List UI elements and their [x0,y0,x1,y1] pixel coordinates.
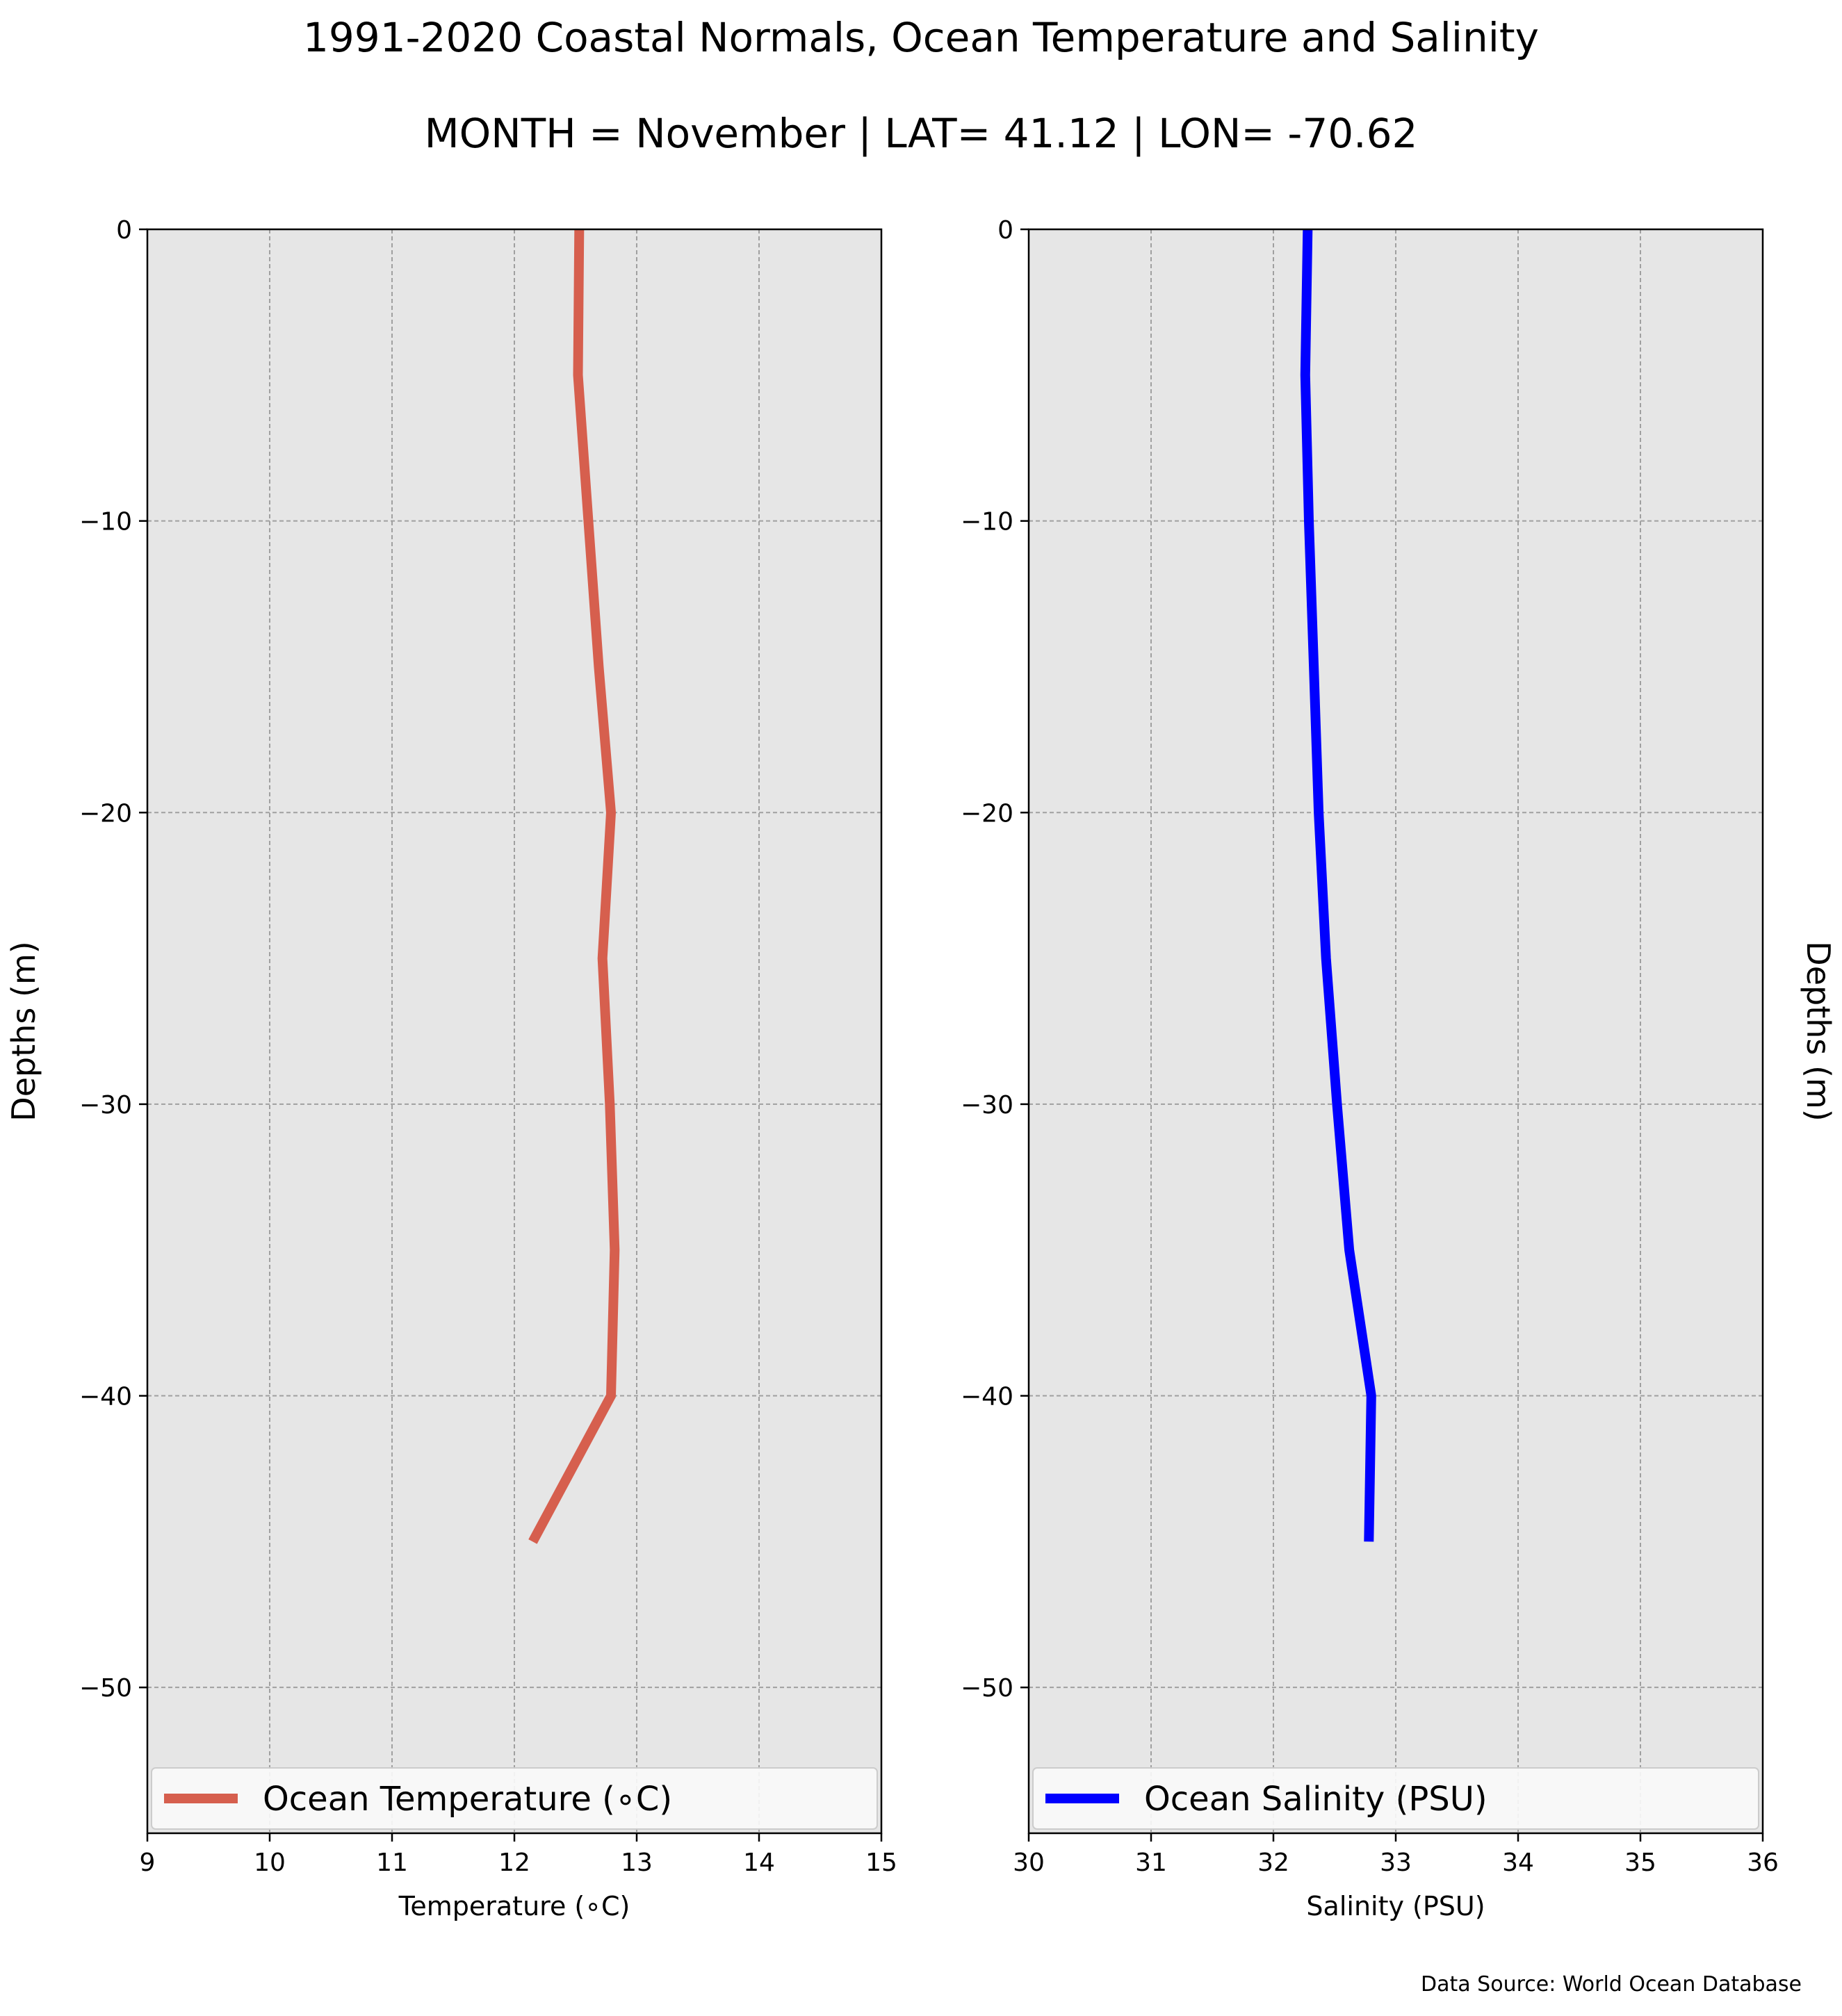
y-tick-label: 0 [997,216,1013,245]
x-tick-label: 36 [1747,1849,1779,1877]
y-tick-label: −30 [961,1091,1013,1120]
x-tick-label: 34 [1502,1849,1534,1877]
y-tick-label: −50 [79,1674,132,1703]
temperature-panel: Ocean Temperature (∘C) 9 10 11 12 13 14 15 0 −10 −… [5,216,897,1921]
x-tick-label: 35 [1624,1849,1656,1877]
x-axis-label: Salinity (PSU) [1306,1891,1485,1921]
x-tick-label: 15 [865,1849,897,1877]
temperature-legend: Ocean Temperature (∘C) [151,1767,878,1830]
salinity-profile-line [1300,229,1376,1542]
temperature-profile-line [528,229,620,1544]
x-tick-label: 14 [743,1849,775,1877]
legend-box [151,1767,878,1830]
x-tick-label: 12 [498,1849,530,1877]
salinity-legend: Ocean Salinity (PSU) [1032,1767,1759,1830]
y-tick-label: −10 [961,508,1013,536]
y-axis-label: Depths (m) [1800,941,1837,1121]
legend-label: Ocean Temperature (∘C) [263,1780,672,1819]
x-axis-label: Temperature (∘C) [398,1891,630,1921]
chart-title: 1991-2020 Coastal Normals, Ocean Tempera… [303,14,1539,61]
y-axis-label: Depths (m) [5,941,42,1121]
x-tick-label: 10 [254,1849,286,1877]
y-tick-label: −40 [79,1383,132,1411]
x-tick-label: 9 [140,1849,156,1877]
x-tick-label: 33 [1380,1849,1412,1877]
legend-label: Ocean Salinity (PSU) [1144,1780,1488,1819]
x-tick-label: 11 [376,1849,408,1877]
y-tick-label: 0 [116,216,132,245]
x-tick-label: 13 [621,1849,653,1877]
x-tick-label: 30 [1013,1849,1045,1877]
x-tick-label: 32 [1257,1849,1289,1877]
chart-subtitle: MONTH = November | LAT= 41.12 | LON= -70… [425,110,1418,157]
legend-box [1032,1767,1759,1830]
y-tick-label: −40 [961,1383,1013,1411]
data-source-note: Data Source: World Ocean Database [1421,1972,1802,1997]
salinity-panel: Ocean Salinity (PSU) 30 31 32 33 34 35 36 0 −10 −2… [961,216,1837,1921]
y-tick-label: −50 [961,1674,1013,1703]
x-tick-label: 31 [1135,1849,1167,1877]
y-tick-label: −10 [79,508,132,536]
y-tick-label: −20 [961,799,1013,828]
y-tick-label: −30 [79,1091,132,1120]
y-tick-label: −20 [79,799,132,828]
